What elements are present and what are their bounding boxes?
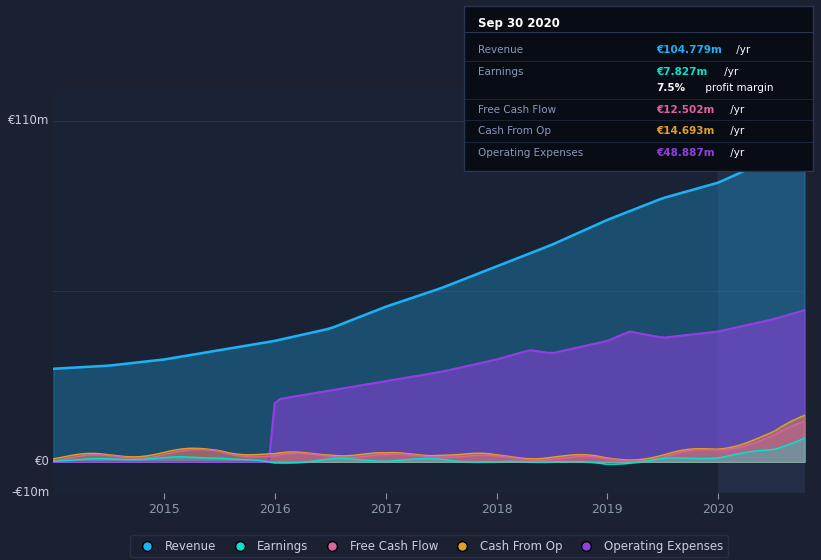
Text: /yr: /yr xyxy=(721,67,738,77)
Text: Earnings: Earnings xyxy=(478,67,523,77)
Text: Operating Expenses: Operating Expenses xyxy=(478,148,583,157)
Text: /yr: /yr xyxy=(727,126,744,136)
Text: Cash From Op: Cash From Op xyxy=(478,126,551,136)
Text: €7.827m: €7.827m xyxy=(656,67,707,77)
Bar xyxy=(718,90,805,493)
Legend: Revenue, Earnings, Free Cash Flow, Cash From Op, Operating Expenses: Revenue, Earnings, Free Cash Flow, Cash … xyxy=(131,535,727,557)
Text: Free Cash Flow: Free Cash Flow xyxy=(478,105,556,115)
Text: -€10m: -€10m xyxy=(11,486,49,500)
Text: 7.5%: 7.5% xyxy=(656,83,685,93)
Text: /yr: /yr xyxy=(733,45,750,55)
Text: €14.693m: €14.693m xyxy=(656,126,714,136)
Text: €0: €0 xyxy=(34,455,49,468)
Text: Revenue: Revenue xyxy=(478,45,523,55)
Text: €104.779m: €104.779m xyxy=(656,45,722,55)
Text: profit margin: profit margin xyxy=(702,83,773,93)
Text: /yr: /yr xyxy=(727,148,744,157)
Text: €48.887m: €48.887m xyxy=(656,148,714,157)
Text: €12.502m: €12.502m xyxy=(656,105,714,115)
Text: /yr: /yr xyxy=(727,105,744,115)
Text: Sep 30 2020: Sep 30 2020 xyxy=(478,17,560,30)
Text: €110m: €110m xyxy=(8,114,49,127)
